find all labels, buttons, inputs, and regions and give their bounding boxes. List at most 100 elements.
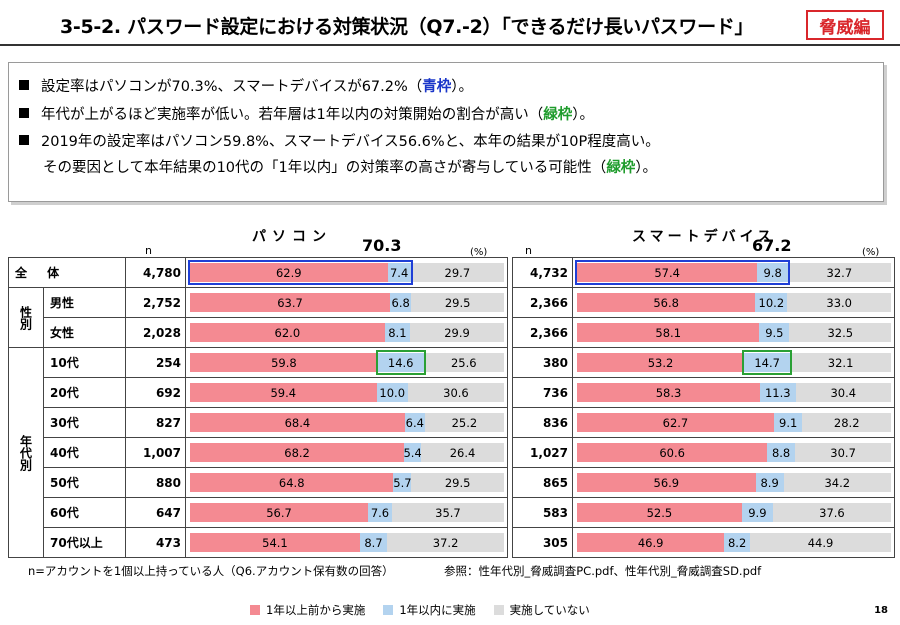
- table-row: 年代別 10代 254 59.8 14.6 25.6 380 53.2 14.7 32.1: [8, 347, 895, 558]
- table-row: 50代 880 64.8 5.7 29.5 865 56.9 8.9 34.2: [9, 467, 895, 498]
- legend-swatch: [383, 605, 394, 615]
- pc-bar-cell: 62.9 7.4 29.7: [185, 257, 508, 288]
- sd-bar-within-1y: 9.9: [741, 503, 773, 522]
- pc-bar-over-1y: 54.1: [190, 533, 360, 552]
- legend-swatch: [493, 605, 504, 615]
- summary-bullet-3: 2019年の設定率はパソコン59.8%、スマートデバイス56.6%と、本年の結果…: [19, 130, 660, 151]
- pc-bar-over-1y: 63.7: [190, 293, 391, 312]
- page-number: 18: [874, 605, 888, 616]
- sd-bar-cell: 58.3 11.3 30.4: [572, 377, 895, 408]
- pc-bar-within-1y: 5.7: [393, 473, 412, 492]
- category-badge: 脅威編: [806, 10, 884, 40]
- table-row: 20代 692 59.4 10.0 30.6 736 58.3 11.3 30.4: [9, 377, 895, 408]
- sd-bar-within-1y: 9.8: [757, 263, 788, 282]
- sd-bar-none: 30.7: [794, 443, 892, 462]
- pc-bar-none: 25.6: [423, 353, 504, 372]
- pc-n-value: 827: [125, 407, 186, 438]
- sd-bar-over-1y: 53.2: [577, 353, 745, 372]
- table-row: 性別 男性 2,752 63.7 6.8 29.5 2,366 56.8 10.2 33.0: [8, 287, 895, 348]
- legend: 1年以上前から実施 1年以内に実施 実施していない: [250, 602, 608, 618]
- summary-text-3: 2019年の設定率はパソコン59.8%、スマートデバイス56.6%と、本年の結果…: [41, 134, 660, 150]
- pc-bar-cell: 62.0 8.1 29.9: [185, 317, 508, 348]
- pc-bar-within-1y: 14.6: [377, 353, 424, 372]
- summary-tail-4: ）。: [635, 160, 658, 176]
- pc-bar-over-1y: 59.8: [190, 353, 378, 372]
- pc-bar-within-1y: 7.4: [387, 263, 411, 282]
- sd-bar-within-1y: 10.2: [755, 293, 788, 312]
- sd-n-value: 4,732: [512, 257, 573, 288]
- row-label: 50代: [43, 467, 126, 498]
- sd-bar-within-1y: 8.9: [755, 473, 784, 492]
- sd-total-highlight: [575, 260, 790, 285]
- summary-bullet-1: 設定率はパソコンが70.3%、スマートデバイスが67.2%（青枠）。: [19, 75, 473, 96]
- pc-bar-within-1y: 8.1: [384, 323, 411, 342]
- pc-n-label: n: [145, 244, 152, 257]
- pc-teen-highlight: [375, 350, 426, 375]
- sd-bar-none: 37.6: [772, 503, 891, 522]
- pc-unit: (%): [470, 247, 488, 258]
- sd-bar-cell: 53.2 14.7 32.1: [572, 347, 895, 378]
- pc-bar-none: 30.6: [407, 383, 504, 402]
- footnote: n=アカウントを1個以上持っている人（Q6.アカウント保有数の回答）: [28, 564, 394, 578]
- pc-bar-over-1y: 62.0: [190, 323, 385, 342]
- pc-bar-cell: 64.8 5.7 29.5: [185, 467, 508, 498]
- pc-total: 70.3: [362, 236, 402, 255]
- pc-bar-none: 25.2: [424, 413, 504, 432]
- sd-bar-over-1y: 62.7: [577, 413, 774, 432]
- sd-bar-over-1y: 58.3: [577, 383, 761, 402]
- sd-bar-within-1y: 14.7: [744, 353, 791, 372]
- sd-n-value: 305: [512, 527, 573, 558]
- sd-n-label: n: [525, 244, 532, 257]
- sd-bar-none: 44.9: [750, 533, 891, 552]
- pc-bar-none: 29.9: [410, 323, 504, 342]
- row-label: 30代: [43, 407, 126, 438]
- summary-bullet-3-cont: その要因として本年結果の10代の「1年以内」の対策率の高さが寄与している可能性（…: [43, 156, 657, 177]
- row-label: 女性: [43, 317, 126, 348]
- table-row: 70代以上 473 54.1 8.7 37.2 305 46.9 8.2 44.9: [9, 527, 895, 558]
- row-label: 全 体: [8, 257, 126, 288]
- pc-bar-over-1y: 68.4: [190, 413, 405, 432]
- sd-n-value: 2,366: [512, 317, 573, 348]
- pc-n-value: 692: [125, 377, 186, 408]
- summary-box: 設定率はパソコンが70.3%、スマートデバイスが67.2%（青枠）。 年代が上が…: [8, 62, 884, 202]
- summary-text-4: その要因として本年結果の10代の「1年以内」の対策率の高さが寄与している可能性（: [43, 160, 607, 176]
- sd-bar-within-1y: 8.2: [724, 533, 750, 552]
- pc-bar-over-1y: 59.4: [190, 383, 377, 402]
- sd-n-value: 865: [512, 467, 573, 498]
- sd-n-value: 736: [512, 377, 573, 408]
- pc-bar-none: 37.2: [387, 533, 504, 552]
- sd-bar-over-1y: 56.9: [577, 473, 756, 492]
- pc-bar-within-1y: 8.7: [359, 533, 388, 552]
- table-row: 40代 1,007 68.2 5.4 26.4 1,027 60.6 8.8 30.7: [9, 437, 895, 468]
- pc-n-value: 4,780: [125, 257, 186, 288]
- sd-n-value: 836: [512, 407, 573, 438]
- sd-total: 67.2: [752, 236, 792, 255]
- summary-text-1: 設定率はパソコンが70.3%、スマートデバイスが67.2%（: [41, 79, 423, 95]
- data-table: 全 体 4,780 62.9 7.4 29.7 4,732 57.4 9.8 32.7 性別 男性 2…: [8, 257, 895, 558]
- sd-bar-cell: 60.6 8.8 30.7: [572, 437, 895, 468]
- legend-item-within-1y: 1年以内に実施: [383, 602, 476, 618]
- pc-bar-none: 26.4: [421, 443, 504, 462]
- pc-n-value: 2,028: [125, 317, 186, 348]
- sd-bar-none: 30.4: [795, 383, 891, 402]
- sd-n-value: 380: [512, 347, 573, 378]
- pc-panel-title: パソコン: [252, 229, 332, 245]
- pc-bar-within-1y: 6.4: [404, 413, 425, 432]
- bullet-square-icon: [19, 135, 29, 145]
- row-label: 60代: [43, 497, 126, 528]
- sd-panel-title: スマートデバイス: [632, 229, 776, 245]
- pc-bar-over-1y: 56.7: [190, 503, 369, 522]
- sd-n-value: 583: [512, 497, 573, 528]
- bullet-square-icon: [19, 108, 29, 118]
- pc-bar-within-1y: 6.8: [390, 293, 412, 312]
- sd-n-value: 2,366: [512, 287, 573, 318]
- summary-mark-green: 緑枠: [543, 107, 573, 123]
- sd-unit: (%): [862, 247, 880, 258]
- page-title: 3-5-2. パスワード設定における対策状況（Q7.-2）「できるだけ長いパスワ…: [60, 16, 754, 38]
- legend-swatch: [250, 605, 260, 615]
- pc-n-value: 2,752: [125, 287, 186, 318]
- pc-total-highlight: [188, 260, 413, 285]
- sd-bar-over-1y: 46.9: [577, 533, 725, 552]
- pc-bar-within-1y: 5.4: [403, 443, 422, 462]
- table-row: 60代 647 56.7 7.6 35.7 583 52.5 9.9 37.6: [9, 497, 895, 528]
